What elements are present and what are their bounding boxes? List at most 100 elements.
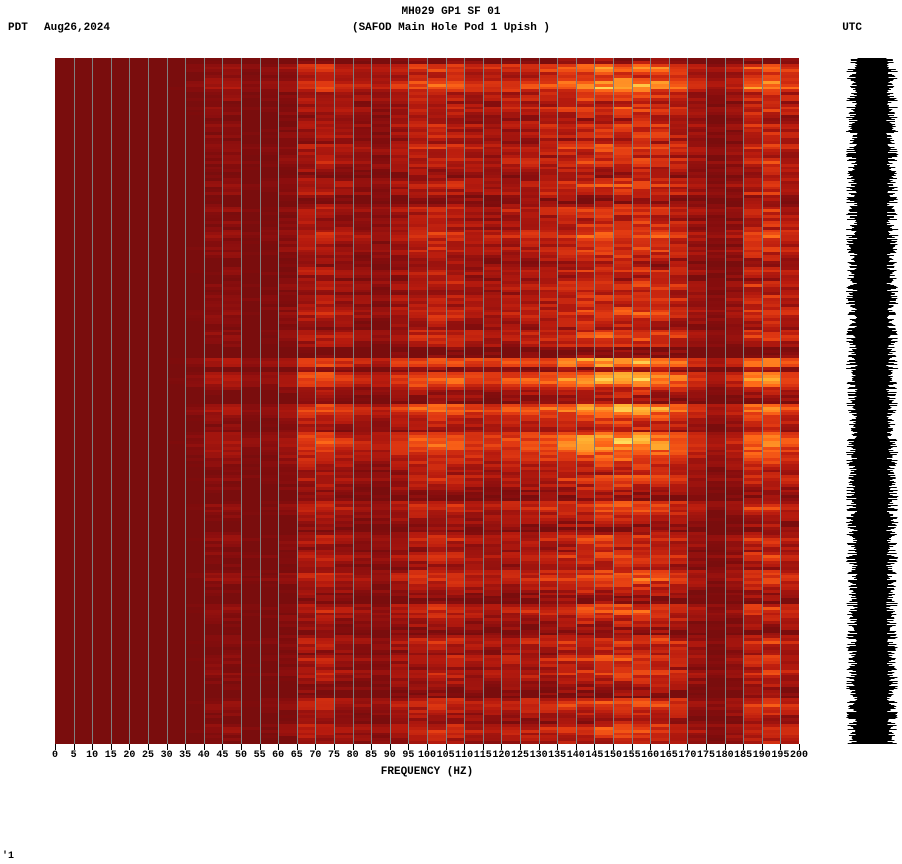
spectrogram-cell [725, 275, 744, 278]
spectrogram-cell [204, 255, 223, 258]
spectrogram-cell [204, 467, 223, 470]
spectrogram-cell [371, 484, 390, 487]
spectrogram-cell [222, 387, 241, 390]
spectrogram-cell [706, 195, 725, 198]
spectrogram-cell [706, 258, 725, 261]
spectrogram-cell [204, 490, 223, 493]
spectrogram-cell [762, 350, 781, 353]
spectrogram-cell [650, 344, 669, 347]
spectrogram-cell [278, 127, 297, 130]
spectrogram-cell [334, 172, 353, 175]
spectrogram-cell [687, 344, 706, 347]
spectrogram-cell [278, 198, 297, 201]
spectrogram-cell [185, 478, 204, 481]
spectrogram-cell [185, 418, 204, 421]
spectrogram-cell [204, 221, 223, 224]
spectrogram-cell [725, 138, 744, 141]
spectrogram-cell [260, 241, 279, 244]
spectrogram-cell [725, 241, 744, 244]
spectrogram-cell [557, 347, 576, 350]
spectrogram-cell [260, 307, 279, 310]
spectrogram-cell [278, 301, 297, 304]
spectrogram-cell [353, 484, 372, 487]
spectrogram-cell [371, 395, 390, 398]
spectrogram-cell [241, 89, 260, 92]
spectrogram-cell [204, 192, 223, 195]
spectrogram-cell [669, 172, 688, 175]
spectrogram-cell [297, 195, 316, 198]
spectrogram-cell [520, 344, 539, 347]
spectrogram-cell [185, 270, 204, 273]
spectrogram-cell [501, 527, 520, 530]
spectrogram-cell [501, 495, 520, 498]
spectrogram-cell [204, 341, 223, 344]
spectrogram-cell [222, 518, 241, 521]
spectrogram-cell [613, 524, 632, 527]
spectrogram-cell [260, 135, 279, 138]
spectrogram-cell [371, 364, 390, 367]
spectrogram-cell [241, 107, 260, 110]
spectrogram-cell [260, 252, 279, 255]
spectrogram-cell [353, 344, 372, 347]
spectrogram-cell [222, 478, 241, 481]
spectrogram-cell [297, 169, 316, 172]
spectrogram-cell [334, 192, 353, 195]
spectrogram-cell [334, 344, 353, 347]
spectrogram-cell [241, 252, 260, 255]
spectrogram-cell [669, 527, 688, 530]
spectrogram-cell [315, 324, 334, 327]
spectrogram-cell [260, 129, 279, 132]
spectrogram-cell [371, 112, 390, 115]
spectrogram-cell [780, 518, 799, 521]
spectrogram-cell [390, 524, 409, 527]
spectrogram-cell [613, 198, 632, 201]
spectrogram-cell [185, 452, 204, 455]
spectrogram-cell [185, 89, 204, 92]
spectrogram-cell [222, 344, 241, 347]
spectrogram-cell [278, 255, 297, 258]
spectrogram-cell [241, 364, 260, 367]
spectrogram-cell [706, 344, 725, 347]
spectrogram-cell [743, 58, 762, 61]
spectrogram-cell [353, 172, 372, 175]
spectrogram-cell [371, 129, 390, 132]
spectrogram-cell [594, 524, 613, 527]
spectrogram-cell [167, 87, 186, 90]
spectrogram-cell [278, 390, 297, 393]
spectrogram-cell [743, 398, 762, 401]
spectrogram-cell [241, 461, 260, 464]
spectrogram-cell [278, 287, 297, 290]
spectrogram-cell [204, 169, 223, 172]
spectrogram-cell [669, 195, 688, 198]
spectrogram-cell [167, 361, 186, 364]
spectrogram-cell [167, 441, 186, 444]
date-label: Aug26,2024 [44, 22, 110, 34]
spectrogram-cell [446, 364, 465, 367]
spectrogram-cell [687, 524, 706, 527]
spectrogram-cell [185, 507, 204, 510]
spectrogram-cell [520, 527, 539, 530]
spectrogram-cell [632, 344, 651, 347]
spectrogram-cell [632, 350, 651, 353]
spectrogram-cell [315, 527, 334, 530]
spectrogram-cell [204, 161, 223, 164]
spectrogram-cell [185, 98, 204, 101]
spectrogram-cell [743, 492, 762, 495]
spectrogram-cell [315, 172, 334, 175]
spectrogram-cell [520, 487, 539, 490]
spectrogram-cell [204, 198, 223, 201]
spectrogram-cell [260, 332, 279, 335]
spectrogram-cell [204, 129, 223, 132]
spectrogram-cell [725, 398, 744, 401]
spectrogram-cell [241, 538, 260, 541]
spectrogram-cell [725, 527, 744, 530]
spectrogram-cell [222, 487, 241, 490]
spectrogram-cell [260, 287, 279, 290]
spectrogram-cell [260, 501, 279, 504]
spectrogram-cell [185, 69, 204, 72]
spectrogram-cell [297, 527, 316, 530]
spectrogram-cell [725, 127, 744, 130]
spectrogram-cell [222, 112, 241, 115]
spectrogram-cell [483, 344, 502, 347]
spectrogram-cell [520, 521, 539, 524]
